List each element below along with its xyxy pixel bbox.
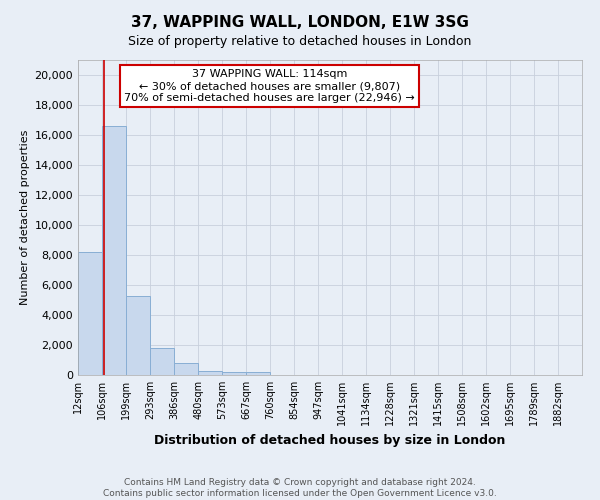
Bar — [150, 348, 174, 375]
Text: Size of property relative to detached houses in London: Size of property relative to detached ho… — [128, 35, 472, 48]
Bar — [198, 370, 222, 375]
Text: 37, WAPPING WALL, LONDON, E1W 3SG: 37, WAPPING WALL, LONDON, E1W 3SG — [131, 15, 469, 30]
Bar — [174, 363, 198, 375]
Bar — [222, 372, 246, 375]
Bar — [246, 372, 270, 375]
Bar — [78, 252, 102, 375]
Y-axis label: Number of detached properties: Number of detached properties — [20, 130, 31, 305]
Bar — [102, 126, 126, 375]
X-axis label: Distribution of detached houses by size in London: Distribution of detached houses by size … — [154, 434, 506, 446]
Bar — [126, 296, 150, 375]
Text: 37 WAPPING WALL: 114sqm
← 30% of detached houses are smaller (9,807)
70% of semi: 37 WAPPING WALL: 114sqm ← 30% of detache… — [124, 70, 415, 102]
Text: Contains HM Land Registry data © Crown copyright and database right 2024.
Contai: Contains HM Land Registry data © Crown c… — [103, 478, 497, 498]
